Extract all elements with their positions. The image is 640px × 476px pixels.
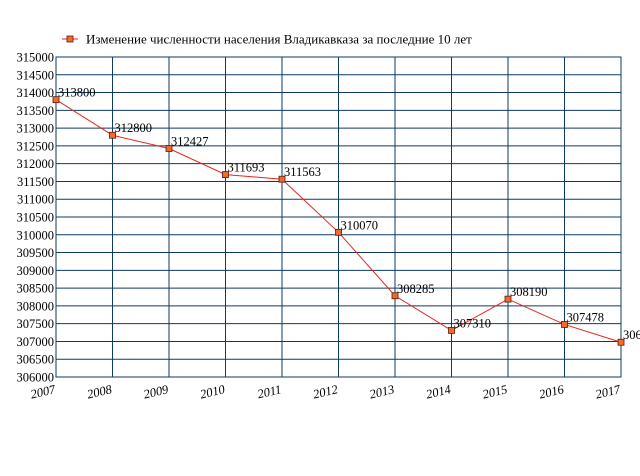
data-label: 312800 <box>115 121 153 135</box>
y-tick-label: 313000 <box>17 122 55 136</box>
plot-frame <box>55 56 622 378</box>
data-point <box>561 321 568 328</box>
y-tick-label: 307000 <box>17 335 55 349</box>
x-tick-label: 2009 <box>142 382 170 401</box>
y-tick-label: 312500 <box>17 139 55 153</box>
y-tick-label: 313500 <box>17 104 55 118</box>
data-point <box>278 175 286 183</box>
y-tick-label: 309500 <box>17 246 55 260</box>
x-tick-label: 2007 <box>29 382 57 401</box>
y-tick-label: 309000 <box>17 264 55 278</box>
legend: Изменение численности населения Владикав… <box>62 32 472 47</box>
y-tick-label: 314000 <box>17 86 55 100</box>
y-tick-label: 312000 <box>17 157 55 171</box>
data-label: 307310 <box>454 316 492 330</box>
x-tick-label: 2010 <box>199 382 227 401</box>
data-point <box>109 131 116 139</box>
data-point <box>391 292 399 300</box>
series <box>52 96 625 346</box>
data-point <box>617 338 625 346</box>
y-tick-label: 308500 <box>17 282 55 296</box>
y-tick-label: 314500 <box>17 68 55 82</box>
legend-label: Изменение численности населения Владикав… <box>86 32 472 47</box>
data-point <box>52 96 60 104</box>
data-labels: 313800 312800 312427 311693 311563 310070 3082… <box>58 86 640 343</box>
y-tick-label: 307500 <box>17 317 55 331</box>
data-label: 310070 <box>341 218 379 232</box>
x-tick-label: 2012 <box>312 382 340 401</box>
data-label: 311563 <box>284 165 321 179</box>
x-tick-label: 2016 <box>538 382 566 401</box>
data-label: 306978 <box>623 328 640 342</box>
grid <box>55 56 622 378</box>
y-tick-label: 310000 <box>17 228 55 242</box>
x-tick-label: 2011 <box>256 382 283 401</box>
data-point <box>165 145 173 152</box>
x-tick-label: 2008 <box>86 382 114 401</box>
data-point <box>448 327 455 334</box>
axes: 306000 306500 307000 307500 308000 308500 3090… <box>17 51 623 402</box>
y-tick-label: 315000 <box>17 51 55 65</box>
data-label: 308190 <box>510 285 548 299</box>
x-tick-label: 2015 <box>481 382 509 401</box>
y-tick-label: 310500 <box>17 211 55 225</box>
y-tick-label: 308000 <box>17 299 55 313</box>
y-tick-label: 306500 <box>17 353 55 367</box>
x-tick-label: 2017 <box>594 382 622 401</box>
data-point <box>335 228 342 236</box>
data-label: 313800 <box>58 86 96 100</box>
data-point <box>222 171 229 178</box>
data-label: 311693 <box>228 161 265 175</box>
x-tick-label: 2014 <box>425 382 453 401</box>
data-label: 307478 <box>567 310 605 324</box>
legend-marker <box>66 35 74 43</box>
y-tick-label: 306000 <box>17 371 55 385</box>
y-tick-label: 311500 <box>17 175 54 189</box>
data-label: 312427 <box>171 134 209 148</box>
y-tick-label: 311000 <box>17 193 54 207</box>
data-point <box>504 295 512 303</box>
data-label: 308285 <box>397 282 435 296</box>
x-tick-label: 2013 <box>368 382 396 401</box>
